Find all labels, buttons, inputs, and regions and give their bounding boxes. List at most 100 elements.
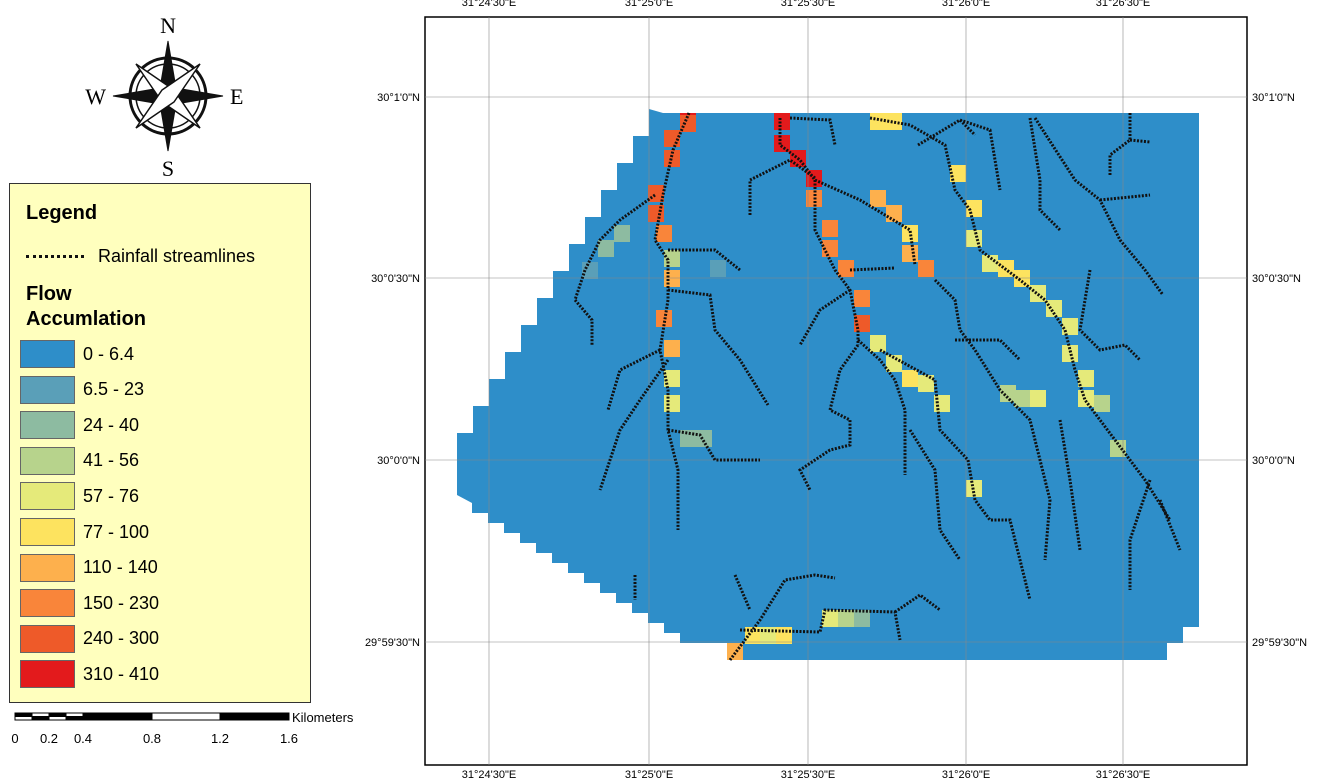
- y-label-right: 30°0'0"N: [1252, 455, 1295, 467]
- x-label-top: 31°26'30"E: [1096, 0, 1150, 9]
- raster-cell: [918, 375, 934, 392]
- y-label-right: 29°59'30"N: [1252, 637, 1307, 649]
- legend-swatch: [20, 482, 75, 510]
- legend-entry: 77 - 100: [20, 517, 149, 547]
- legend-swatch: [20, 625, 75, 653]
- legend-entry: 240 - 300: [20, 624, 159, 654]
- legend-entry: 41 - 56: [20, 446, 139, 476]
- legend-label: 77 - 100: [83, 522, 149, 543]
- legend-swatch: [20, 554, 75, 582]
- raster-cell: [774, 113, 790, 130]
- legend-raster-title: Flow Accumlation: [26, 282, 186, 332]
- legend-label: 41 - 56: [83, 450, 139, 471]
- legend-label: 310 - 410: [83, 664, 159, 685]
- x-label-bottom: 31°25'30"E: [781, 769, 835, 781]
- y-label-right: 30°1'0"N: [1252, 92, 1295, 104]
- scale-label: 0: [11, 731, 18, 746]
- raster-cell: [966, 200, 982, 217]
- x-label-bottom: 31°25'0"E: [625, 769, 673, 781]
- scale-segment: [220, 713, 289, 720]
- x-label-top: 31°25'0"E: [625, 0, 673, 9]
- raster-cell: [664, 340, 680, 357]
- legend-entry: 0 - 6.4: [20, 339, 134, 369]
- raster-cell: [598, 240, 614, 257]
- legend-label: 150 - 230: [83, 593, 159, 614]
- y-label-left: 29°59'30"N: [365, 637, 420, 649]
- raster-cell: [902, 370, 918, 387]
- legend: Legend Rainfall streamlines Flow Accumla…: [9, 183, 311, 703]
- legend-label: 110 - 140: [83, 557, 158, 578]
- scale-labels: 0 0.2 0.4 0.8 1.2 1.6: [11, 731, 298, 746]
- legend-label: 240 - 300: [83, 628, 159, 649]
- raster-cell: [664, 270, 680, 287]
- raster-cell: [1000, 385, 1016, 402]
- legend-label: 57 - 76: [83, 486, 139, 507]
- raster-cell: [934, 395, 950, 412]
- raster-cell: [870, 113, 886, 130]
- raster-cell: [664, 395, 680, 412]
- raster-cell: [1014, 390, 1030, 407]
- raster-cell: [1030, 390, 1046, 407]
- raster-cell: [870, 335, 886, 352]
- y-label-left: 30°0'30"N: [371, 273, 420, 285]
- raster-cell: [776, 627, 792, 644]
- legend-title: Legend: [26, 202, 97, 225]
- x-label-bottom: 31°24'30"E: [462, 769, 516, 781]
- compass-north: N: [160, 13, 176, 38]
- legend-entry: 310 - 410: [20, 659, 159, 689]
- legend-entry: 6.5 - 23: [20, 375, 144, 405]
- x-label-bottom: 31°26'30"E: [1096, 769, 1150, 781]
- raster-cell: [966, 230, 982, 247]
- raster-cell: [664, 250, 680, 267]
- legend-entry: 150 - 230: [20, 588, 159, 618]
- raster-cell: [822, 220, 838, 237]
- legend-label: 0 - 6.4: [83, 344, 134, 365]
- raster-cell: [838, 610, 854, 627]
- scale-segment: [49, 713, 66, 717]
- compass-south: S: [162, 156, 174, 181]
- x-label-top: 31°26'0"E: [942, 0, 990, 9]
- legend-swatch: [20, 447, 75, 475]
- scale-label: 0.8: [143, 731, 161, 746]
- legend-streamline-entry: Rainfall streamlines: [26, 246, 255, 267]
- x-label-top: 31°25'30"E: [781, 0, 835, 9]
- legend-swatch: [20, 589, 75, 617]
- legend-swatch: [20, 660, 75, 688]
- legend-swatch: [20, 340, 75, 368]
- raster-cell: [614, 225, 630, 242]
- legend-swatch: [20, 411, 75, 439]
- raster-cell: [710, 260, 726, 277]
- scale-bar: [15, 713, 289, 720]
- legend-label: Rainfall streamlines: [98, 246, 255, 267]
- scale-unit: Kilometers: [292, 710, 354, 725]
- y-label-left: 30°0'0"N: [377, 455, 420, 467]
- x-label-top: 31°24'30"E: [462, 0, 516, 9]
- legend-entry: 57 - 76: [20, 481, 139, 511]
- compass-east: E: [230, 84, 243, 109]
- y-label-right: 30°0'30"N: [1252, 273, 1301, 285]
- legend-line-symbol: [26, 255, 84, 258]
- page: 31°24'30"E 31°24'30"E 31°25'0"E 31°25'0"E 31…: [0, 0, 1338, 781]
- legend-label: 24 - 40: [83, 415, 139, 436]
- scale-label: 0.2: [40, 731, 58, 746]
- scale-segment: [66, 717, 83, 721]
- scale-segment: [83, 713, 152, 720]
- legend-label: 6.5 - 23: [83, 379, 144, 400]
- legend-entry: 24 - 40: [20, 410, 139, 440]
- x-label-bottom: 31°26'0"E: [942, 769, 990, 781]
- legend-swatch: [20, 376, 75, 404]
- raster-cell: [918, 260, 934, 277]
- compass: N S W E: [85, 13, 243, 181]
- raster-cell: [870, 190, 886, 207]
- scale-segment: [32, 717, 49, 721]
- raster-cell: [664, 130, 680, 147]
- scale-label: 0.4: [74, 731, 92, 746]
- raster-cell: [854, 290, 870, 307]
- compass-west: W: [85, 84, 106, 109]
- legend-swatch: [20, 518, 75, 546]
- scale-label: 1.2: [211, 731, 229, 746]
- scale-label: 1.6: [280, 731, 298, 746]
- scale-segment: [15, 713, 32, 717]
- raster-cell: [1094, 395, 1110, 412]
- y-label-left: 30°1'0"N: [377, 92, 420, 104]
